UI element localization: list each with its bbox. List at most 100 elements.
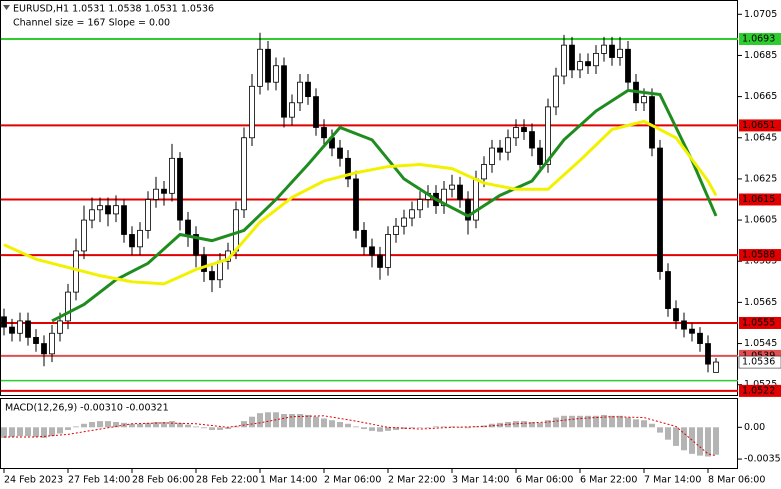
macd-bar	[201, 427, 207, 429]
candle-body	[177, 157, 183, 221]
candle-body	[641, 96, 647, 104]
macd-bar	[617, 415, 623, 428]
macd-bar	[481, 425, 487, 428]
y-tick-label: 1.0565	[744, 297, 777, 308]
candle-body	[561, 44, 567, 77]
level-tag	[739, 119, 781, 132]
macd-bar	[561, 415, 567, 428]
candle-body	[249, 85, 255, 139]
level-tag	[739, 193, 781, 206]
candle-body	[713, 361, 719, 373]
candle-body	[657, 147, 663, 272]
macd-bar	[337, 422, 343, 428]
candle-body	[305, 81, 311, 98]
candle-body	[401, 217, 407, 227]
macd-bar	[313, 416, 319, 428]
moving-average	[3, 119, 718, 286]
candle-body	[409, 209, 415, 219]
macd-bar	[345, 423, 351, 428]
macd-bar	[433, 426, 439, 428]
candle-body	[665, 271, 671, 309]
candle-body	[121, 205, 127, 235]
candle-body	[705, 343, 711, 365]
level-tag-label: 1.0693	[742, 33, 775, 44]
candle-body	[201, 254, 207, 272]
candle-body	[273, 65, 279, 83]
candle-body	[569, 44, 575, 71]
candle-body	[505, 137, 511, 153]
candle-body	[257, 48, 263, 87]
candle-body	[41, 343, 47, 355]
macd-bar	[577, 415, 583, 428]
candle-body	[65, 291, 71, 322]
candle-body	[129, 234, 135, 248]
macd-bar	[113, 422, 119, 428]
candle-body	[265, 48, 271, 83]
macd-bar	[441, 426, 447, 428]
macd-bar	[321, 418, 327, 428]
x-tick-label: 1 Mar 14:00	[260, 475, 317, 486]
macd-bar	[409, 427, 415, 429]
macd-bar	[257, 413, 263, 428]
level-tag-label: 1.0651	[742, 120, 775, 131]
candle-body	[393, 225, 399, 235]
candle-body	[465, 199, 471, 221]
macd-bar	[377, 427, 383, 432]
level-tag	[739, 384, 781, 397]
candle-body	[73, 250, 79, 293]
x-tick-label: 3 Mar 14:00	[452, 475, 509, 486]
macd-bar	[289, 414, 295, 428]
candle-body	[385, 234, 391, 268]
macd-bar	[297, 414, 303, 428]
chart-subtitle: Channel size = 167 Slope = 0.00	[13, 18, 170, 29]
candle-body	[537, 147, 543, 165]
price-tag-label: 1.0536	[742, 357, 775, 368]
candle-body	[281, 65, 287, 118]
macd-bar	[9, 427, 15, 438]
macd-bar	[169, 421, 175, 428]
macd-bar	[97, 421, 103, 428]
macd-bar	[25, 427, 31, 437]
candle-body	[497, 147, 503, 153]
candle-body	[169, 157, 175, 194]
macd-bar	[249, 416, 255, 428]
candle-body	[377, 254, 383, 268]
x-tick-label: 2 Mar 06:00	[324, 475, 381, 486]
y-tick-label: 1.0665	[744, 91, 777, 102]
macd-bar	[57, 427, 63, 434]
macd-bar	[689, 427, 695, 454]
candle-body	[577, 61, 583, 71]
candle-body	[49, 332, 55, 355]
macd-bar	[449, 426, 455, 428]
macd-bar	[185, 424, 191, 428]
x-tick-label: 7 Mar 14:00	[644, 475, 701, 486]
candle-body	[545, 106, 551, 165]
macd-bar	[537, 422, 543, 428]
candle-body	[185, 219, 191, 235]
macd-bar	[489, 423, 495, 428]
macd-bar	[17, 427, 23, 437]
macd-bar	[425, 427, 431, 428]
chart-title: EURUSD,H1 1.0531 1.0538 1.0531 1.0536	[13, 4, 214, 15]
x-tick-label: 28 Feb 06:00	[132, 475, 194, 486]
y-tick-label: 1.0585	[744, 256, 777, 267]
macd-bar	[225, 427, 231, 430]
macd-bar	[393, 427, 399, 430]
y-tick-label: 1.0685	[744, 50, 777, 61]
main-frame	[0, 0, 738, 396]
macd-bar	[161, 422, 167, 428]
candle-body	[521, 127, 527, 132]
macd-bar	[193, 426, 199, 428]
macd-bar	[665, 427, 671, 440]
candle-body	[113, 205, 119, 215]
macd-bar	[73, 426, 79, 428]
macd-bar	[569, 415, 575, 428]
level-tag-label: 1.0588	[742, 250, 775, 261]
candle-body	[689, 328, 695, 334]
candle-body	[353, 178, 359, 231]
x-tick-label: 2 Mar 22:00	[388, 475, 445, 486]
macd-bar	[81, 423, 87, 428]
candle-body	[681, 320, 687, 330]
candle-body	[25, 320, 31, 338]
